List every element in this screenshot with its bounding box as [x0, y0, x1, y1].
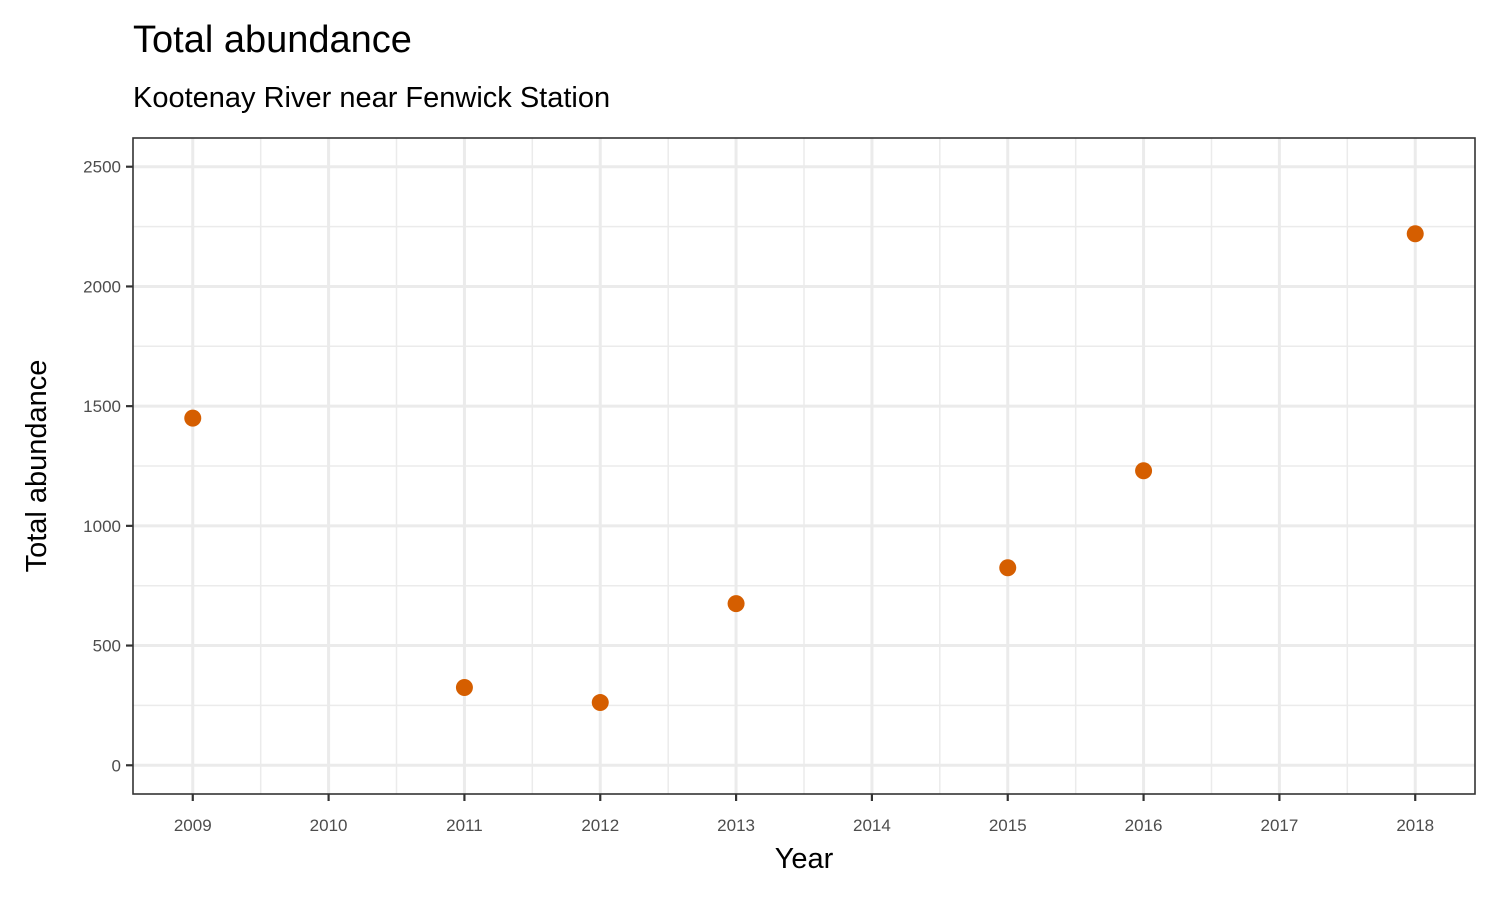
y-tick-label: 1000	[83, 517, 121, 536]
y-tick-label: 500	[93, 637, 121, 656]
chart-subtitle: Kootenay River near Fenwick Station	[133, 82, 610, 114]
data-point	[591, 694, 609, 712]
data-point	[999, 559, 1017, 577]
x-tick-label: 2012	[581, 816, 619, 835]
y-tick-label: 1500	[83, 397, 121, 416]
data-point	[455, 678, 473, 696]
x-tick-label: 2011	[446, 816, 483, 835]
y-axis-title: Total abundance	[21, 360, 53, 573]
data-point	[1406, 225, 1424, 243]
x-tick-label: 2013	[717, 816, 755, 835]
x-tick-label: 2018	[1396, 816, 1434, 835]
y-axis: 0 500 1000 1500 2000 2500	[83, 158, 133, 775]
x-tick-label: 2017	[1260, 816, 1298, 835]
x-tick-label: 2016	[1125, 816, 1163, 835]
data-point	[727, 595, 745, 613]
y-tick-label: 2000	[83, 277, 121, 296]
chart-title: Total abundance	[133, 19, 412, 61]
x-tick-label: 2010	[310, 816, 348, 835]
x-axis: 2009 2010 2011 2012 2013 2014 2015 2016 2017 2018	[174, 794, 1434, 835]
data-point	[184, 409, 202, 427]
y-tick-label: 0	[112, 756, 121, 775]
y-tick-label: 2500	[83, 158, 121, 177]
x-axis-title: Year	[775, 843, 834, 875]
panel-border	[132, 137, 1476, 795]
data-points	[184, 225, 1424, 712]
x-tick-label: 2009	[174, 816, 212, 835]
x-tick-label: 2015	[989, 816, 1027, 835]
data-point	[1135, 462, 1153, 480]
x-tick-label: 2014	[853, 816, 891, 835]
